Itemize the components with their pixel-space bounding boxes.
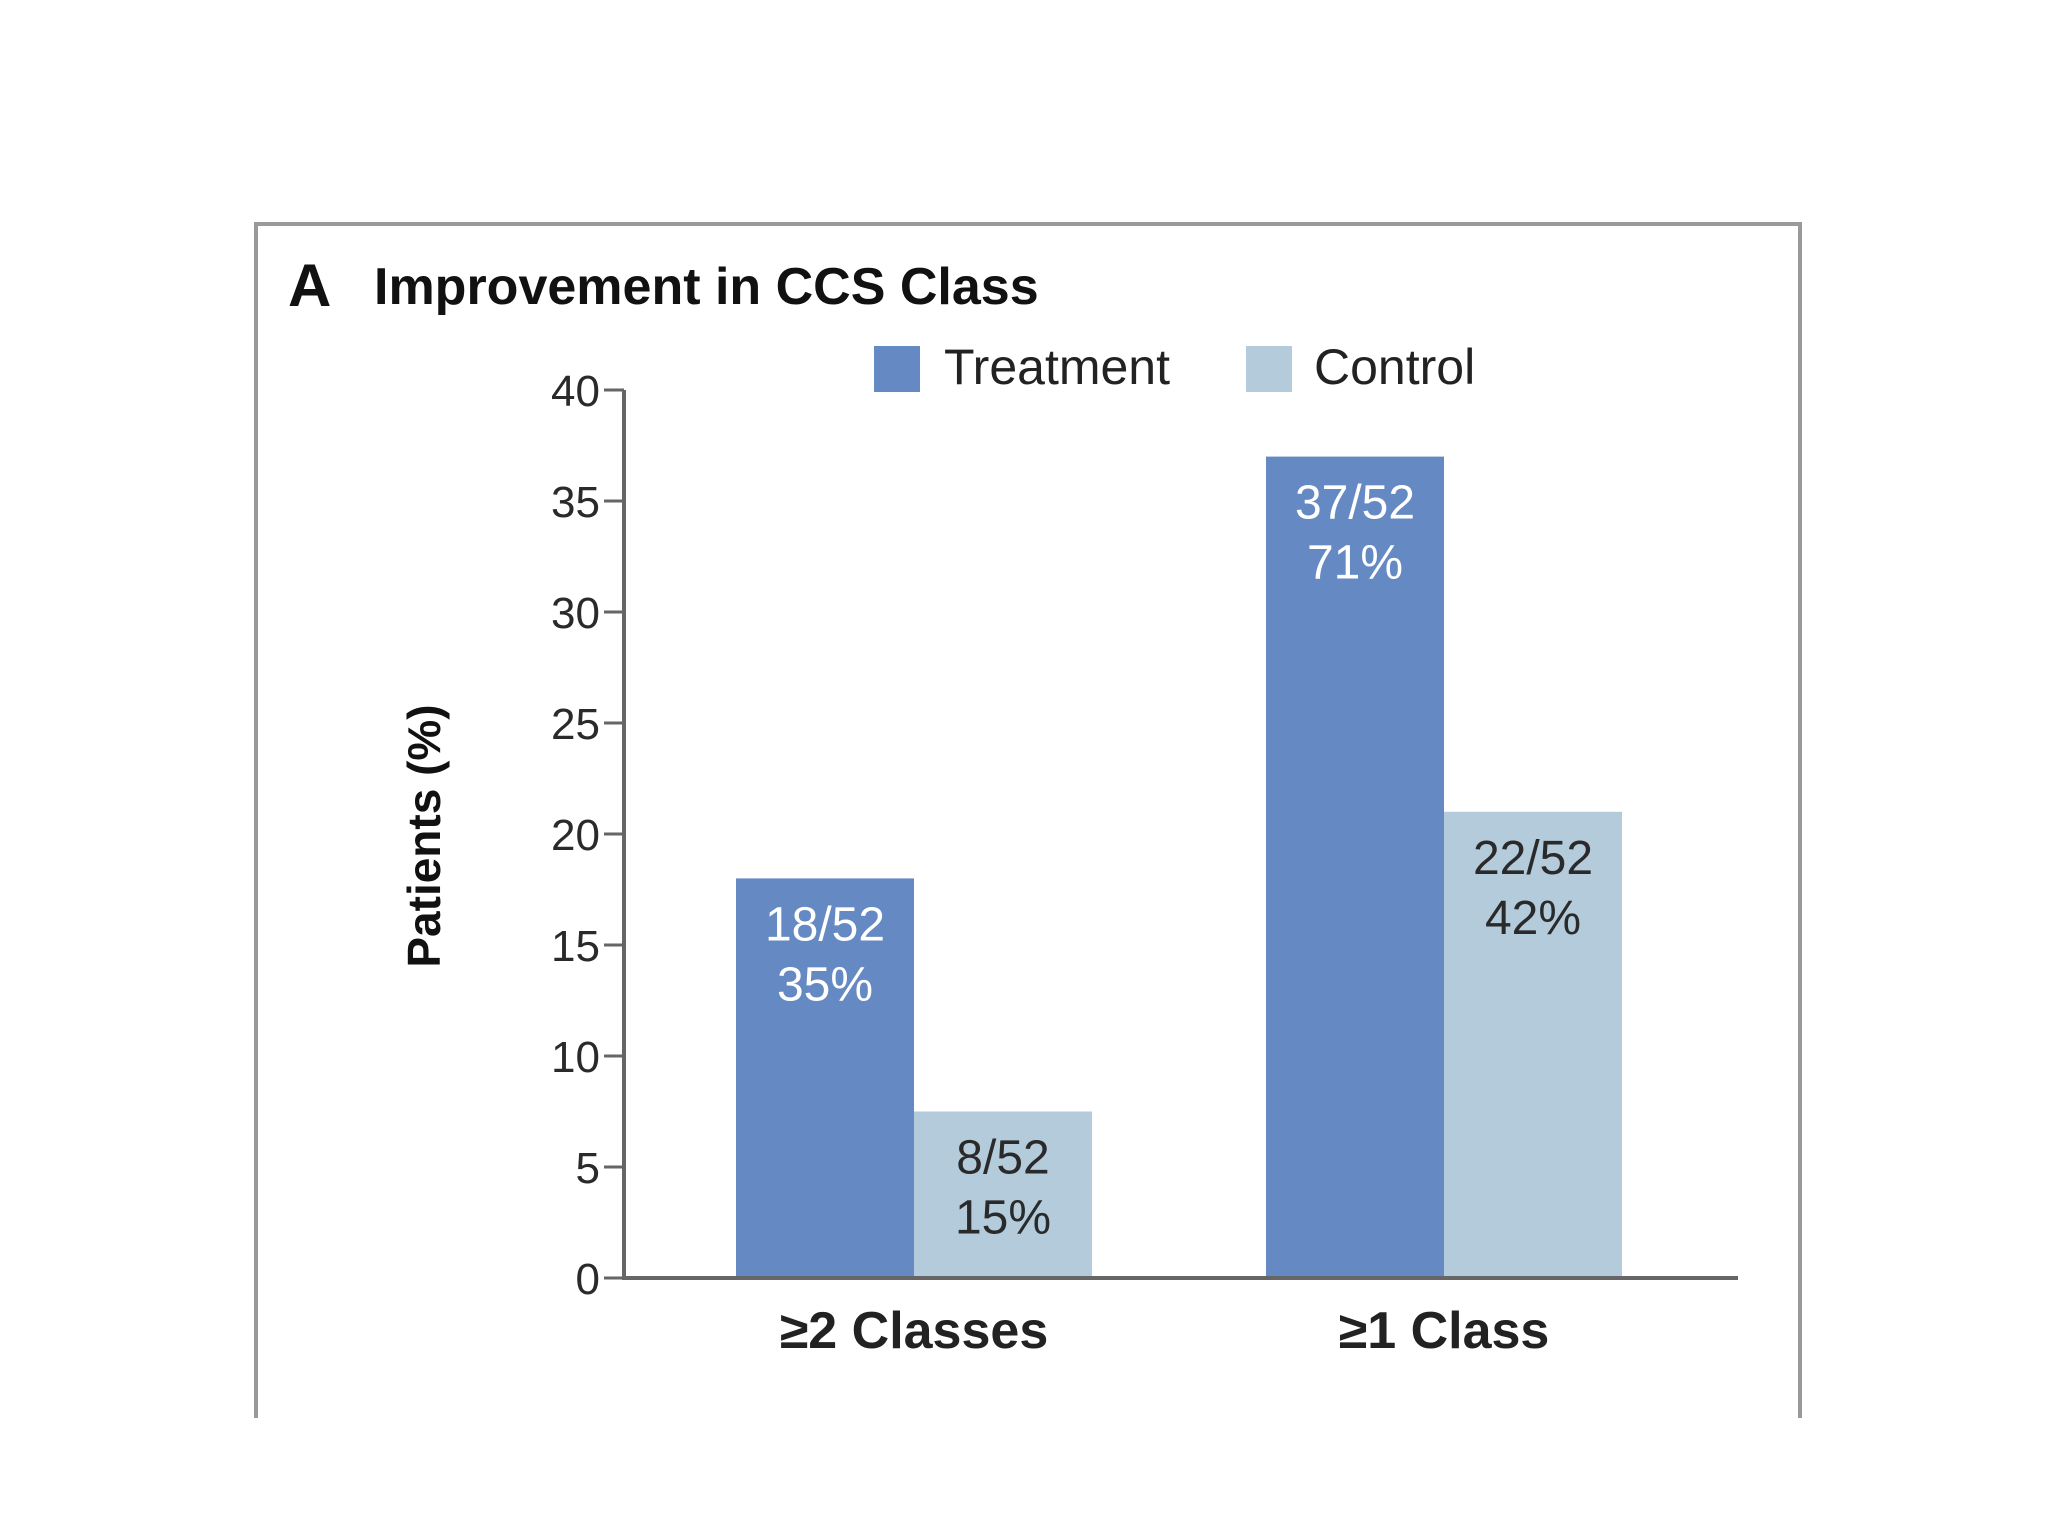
- bar-treatment-1: [1266, 456, 1444, 1279]
- data-label-fraction: 37/52: [1295, 477, 1415, 530]
- chart-title: Improvement in CCS Class: [374, 258, 1039, 316]
- panel-letter: A: [288, 252, 331, 319]
- x-category-label: ≥1 Class: [1339, 1302, 1550, 1360]
- data-label-percent: 35%: [777, 958, 873, 1011]
- data-label-fraction: 18/52: [765, 898, 885, 951]
- y-tick-label: 15: [551, 922, 600, 971]
- y-tick-label: 5: [576, 1144, 600, 1193]
- data-label-fraction: 22/52: [1473, 832, 1593, 885]
- figure-frame: [254, 222, 1802, 1418]
- y-tick-label: 10: [551, 1033, 600, 1082]
- data-labels-layer: 18/52 35% 8/52 15% 37/52 71% 22/52 42%: [765, 477, 1593, 1245]
- bar-treatment-0: [736, 878, 914, 1278]
- y-tick-label: 0: [576, 1255, 600, 1304]
- bar-control-0: [914, 1111, 1092, 1278]
- x-category-labels: ≥2 Classes ≥1 Class: [780, 1302, 1550, 1360]
- data-label-fraction: 8/52: [956, 1132, 1049, 1185]
- data-label-percent: 71%: [1307, 537, 1403, 590]
- legend-label-treatment: Treatment: [944, 339, 1170, 395]
- legend-swatch-treatment: [874, 346, 920, 392]
- y-tick-label: 20: [551, 811, 600, 860]
- x-category-label: ≥2 Classes: [780, 1302, 1049, 1360]
- y-ticks: 0 5 10 15 20 25 30 35 40: [551, 367, 624, 1304]
- bars-layer: [736, 456, 1622, 1279]
- y-tick-label: 30: [551, 589, 600, 638]
- y-tick-label: 35: [551, 478, 600, 527]
- y-tick-label: 25: [551, 700, 600, 749]
- y-axis-label: Patients (%): [398, 704, 450, 967]
- data-label-percent: 15%: [955, 1192, 1051, 1245]
- data-label-percent: 42%: [1485, 892, 1581, 945]
- y-tick-label: 40: [551, 367, 600, 416]
- bar-control-1: [1444, 811, 1622, 1278]
- legend-label-control: Control: [1314, 339, 1475, 395]
- legend-swatch-control: [1246, 346, 1292, 392]
